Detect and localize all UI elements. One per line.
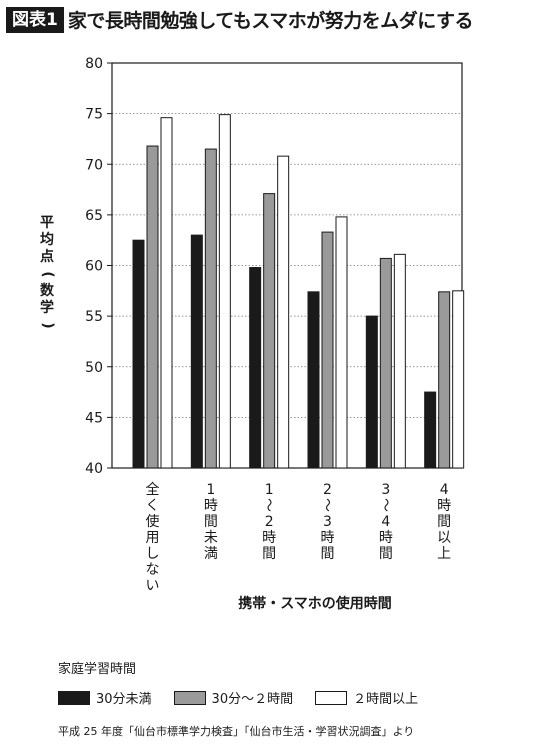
y-axis-label-char: ( — [39, 271, 56, 278]
y-tick-label: 40 — [85, 461, 103, 477]
x-tick-label: な — [146, 562, 160, 578]
x-tick-label: 満 — [204, 546, 218, 562]
x-tick-label: 4 — [440, 482, 449, 498]
bar — [249, 267, 262, 469]
y-tick-label: 50 — [85, 360, 103, 376]
x-tick-label: し — [146, 546, 160, 562]
legend-title: 家庭学習時間 — [58, 662, 137, 677]
legend-label: ２時間以上 — [353, 692, 419, 707]
x-tick-label: 時 — [437, 498, 451, 514]
legend-swatch — [173, 690, 206, 705]
bar — [321, 231, 334, 469]
bar — [218, 114, 231, 469]
x-tick-label: 上 — [437, 546, 451, 562]
bar — [160, 117, 173, 469]
figure-header: 図表1 家で長時間勉強してもスマホが努力をムダにする — [6, 6, 473, 33]
x-tick-label: 間 — [321, 546, 335, 562]
x-tick-label: 全 — [146, 481, 160, 498]
y-tick-label: 45 — [85, 410, 103, 426]
bar — [365, 315, 378, 469]
bar — [263, 193, 276, 469]
legend-label: 30分未満 — [96, 692, 152, 707]
legend: 30分未満 30分〜２時間 ２時間以上 — [58, 688, 440, 707]
y-tick-label: 60 — [85, 259, 103, 275]
y-axis-label-char: 数 — [40, 283, 54, 299]
legend-swatch — [58, 690, 90, 705]
y-tick-label: 70 — [85, 157, 103, 173]
legend-item: 30分〜２時間 — [173, 688, 294, 707]
x-tick-label: 2 — [265, 514, 274, 530]
source-note: 平成 25 年度「仙台市標準学力検査」「仙台市生活・学習状況調査」より — [58, 725, 415, 738]
x-tick-label: 間 — [204, 514, 218, 530]
bar — [204, 148, 217, 469]
x-tick-label: 〜 — [377, 498, 393, 512]
chart-title: 家で長時間勉強してもスマホが努力をムダにする — [67, 10, 474, 32]
x-tick-label: 使 — [146, 513, 160, 530]
bar — [379, 257, 392, 469]
y-tick-label: 65 — [85, 208, 103, 224]
bar — [438, 291, 451, 469]
y-tick-label: 80 — [85, 56, 103, 72]
x-tick-label: 〜 — [319, 498, 335, 512]
y-axis-label-char: 点 — [40, 249, 54, 265]
x-tick-label: 時 — [321, 530, 335, 546]
y-axis-label-char: ) — [39, 322, 56, 329]
y-tick-label: 75 — [85, 107, 103, 123]
legend-item: 30分未満 — [58, 688, 152, 707]
bar — [277, 155, 290, 469]
x-tick-label: 1 — [206, 482, 215, 498]
bar — [132, 239, 145, 469]
x-axis-label: 携帯・スマホの使用時間 — [238, 596, 392, 612]
x-tick-label: く — [146, 498, 160, 514]
x-tick-label: 1 — [265, 482, 274, 498]
x-tick-label: 間 — [262, 546, 276, 562]
bar — [424, 391, 437, 469]
bar — [190, 234, 203, 469]
bar — [335, 216, 348, 469]
figure-badge: 図表1 — [6, 6, 64, 33]
legend-swatch — [315, 690, 348, 705]
y-tick-label: 55 — [85, 309, 103, 325]
bar — [307, 291, 320, 469]
x-tick-label: い — [146, 578, 160, 594]
x-tick-label: 間 — [379, 546, 393, 562]
x-tick-label: 以 — [437, 530, 451, 546]
x-tick-label: 時 — [204, 498, 218, 514]
x-tick-label: 用 — [146, 530, 160, 546]
x-tick-label: 2 — [323, 482, 332, 498]
x-tick-label: 時 — [262, 530, 276, 546]
legend-label: 30分〜２時間 — [211, 692, 294, 707]
y-axis-label-char: 学 — [40, 300, 54, 316]
bar — [393, 253, 406, 469]
x-tick-label: 〜 — [260, 498, 276, 512]
y-axis-label: 平均点 ( 数学) — [36, 215, 58, 334]
x-tick-label: 未 — [204, 530, 218, 546]
x-tick-label: 3 — [323, 514, 332, 530]
x-tick-label: 4 — [381, 514, 390, 530]
y-axis-label-char: 均 — [40, 232, 54, 248]
legend-item: ２時間以上 — [315, 688, 418, 707]
bar — [146, 145, 159, 469]
x-tick-label: 3 — [381, 482, 390, 498]
x-tick-label: 時 — [379, 530, 393, 546]
x-tick-label: 間 — [437, 514, 451, 530]
bar — [452, 290, 465, 469]
y-axis-label-char: 平 — [40, 215, 54, 231]
